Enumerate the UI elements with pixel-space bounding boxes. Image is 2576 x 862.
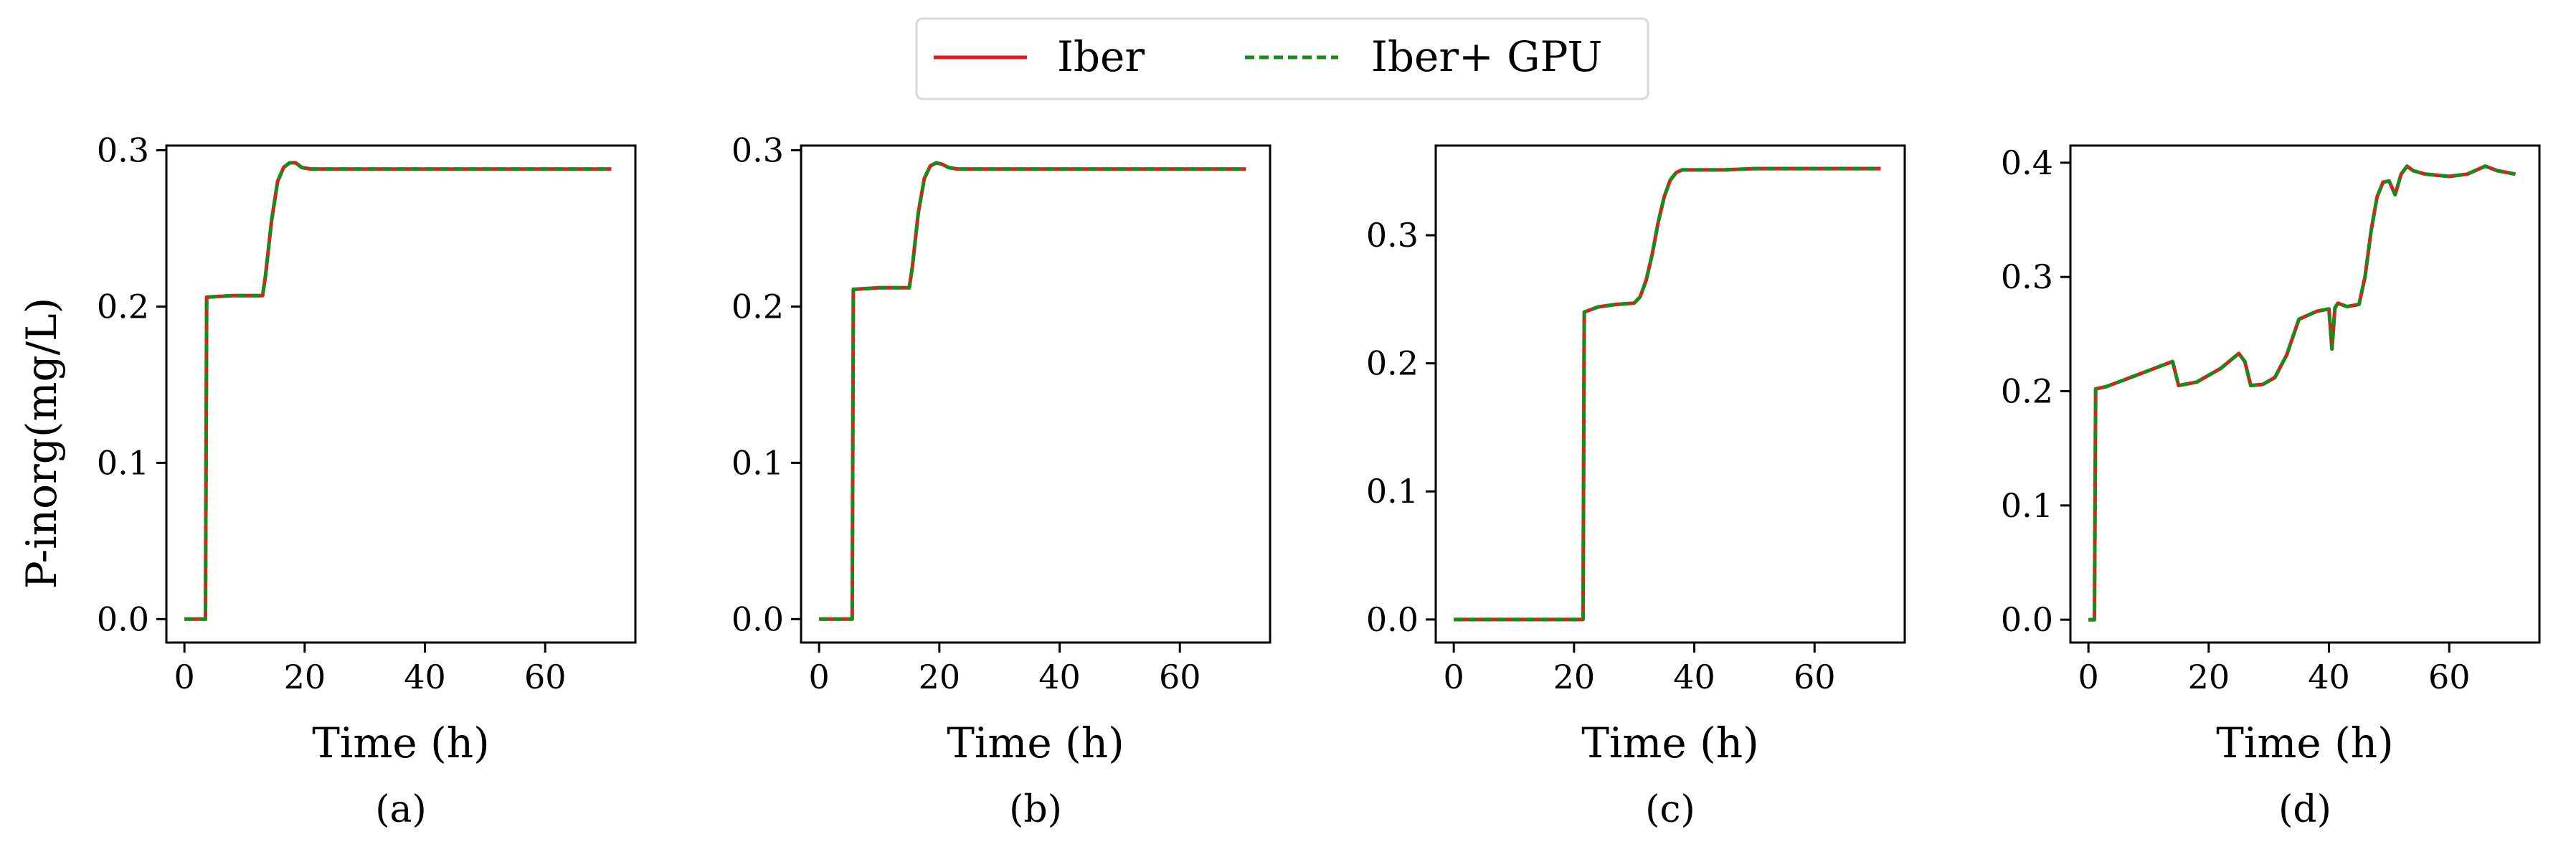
y-tick-label-d: 0.2 — [2001, 372, 2053, 411]
series-line-iber-d — [2088, 164, 2516, 622]
y-tick-label-c: 0.3 — [1366, 216, 1419, 255]
panel-a: 0 20 40 60 0.0 0.1 0.2 0.3 Time (h) (a) — [97, 131, 637, 831]
panel-caption-b: (b) — [1009, 788, 1062, 831]
axes-frame-d — [2069, 144, 2541, 644]
legend: Iber Iber+ GPU — [915, 17, 1649, 100]
panel-caption-c: (c) — [1645, 788, 1695, 831]
y-tick-label-a: 0.1 — [97, 443, 149, 482]
x-tick-label-c: 40 — [1673, 658, 1715, 696]
y-tick-label-c: 0.2 — [1366, 344, 1419, 383]
x-axis-label-b: Time (h) — [947, 719, 1124, 767]
x-tick-label-b: 20 — [919, 658, 961, 696]
x-tick-label-c: 0 — [1444, 658, 1464, 696]
series-line-iber-gpu-a — [184, 161, 612, 621]
series-line-iber-b — [819, 161, 1246, 621]
panel-c: 0 20 40 60 0.0 0.1 0.2 0.3 Time (h) (c) — [1366, 144, 1906, 831]
x-tick-label-d: 0 — [2078, 658, 2099, 696]
x-tick-label-a: 60 — [524, 658, 567, 696]
x-tick-label-c: 20 — [1553, 658, 1596, 696]
x-tick-label-d: 60 — [2428, 658, 2471, 696]
y-tick-label-a: 0.0 — [97, 600, 149, 638]
x-tick-label-a: 40 — [404, 658, 446, 696]
y-tick-label-b: 0.0 — [731, 600, 784, 638]
x-tick-label-d: 40 — [2308, 658, 2350, 696]
series-line-iber-gpu-b — [819, 161, 1246, 621]
x-tick-label-c: 60 — [1794, 658, 1836, 696]
x-axis-label-d: Time (h) — [2216, 719, 2394, 767]
y-tick-label-c: 0.0 — [1366, 600, 1419, 639]
legend-label-iber: Iber — [1057, 32, 1145, 81]
series-line-iber-gpu-c — [1454, 166, 1881, 622]
panel-caption-a: (a) — [375, 788, 427, 831]
series-line-iber-gpu-d — [2088, 164, 2516, 622]
y-tick-label-c: 0.1 — [1366, 472, 1419, 511]
y-tick-label-d: 0.4 — [2001, 143, 2053, 182]
y-tick-label-b: 0.2 — [731, 287, 784, 326]
y-tick-label-b: 0.3 — [731, 131, 784, 170]
x-tick-label-b: 40 — [1038, 658, 1081, 696]
y-tick-label-a: 0.2 — [97, 287, 149, 326]
y-tick-label-b: 0.1 — [731, 443, 784, 482]
y-tick-label-d: 0.0 — [2001, 600, 2053, 639]
series-line-iber-c — [1454, 166, 1881, 622]
x-tick-label-b: 60 — [1159, 658, 1201, 696]
x-axis-label-a: Time (h) — [312, 719, 490, 767]
panel-caption-d: (d) — [2278, 788, 2331, 831]
y-tick-label-d: 0.3 — [2001, 257, 2053, 296]
y-tick-label-a: 0.3 — [97, 131, 149, 170]
x-tick-label-a: 20 — [284, 658, 326, 696]
x-tick-label-d: 20 — [2188, 658, 2230, 696]
y-tick-label-d: 0.1 — [2001, 486, 2053, 525]
x-axis-label-c: Time (h) — [1581, 719, 1759, 767]
axes-frame-a — [165, 144, 637, 644]
x-tick-label-a: 0 — [174, 658, 195, 696]
legend-label-iber-gpu: Iber+ GPU — [1371, 32, 1602, 81]
axes-frame-b — [800, 144, 1272, 644]
panel-b: 0 20 40 60 0.0 0.1 0.2 0.3 Time (h) (b) — [731, 131, 1272, 831]
x-tick-label-b: 0 — [809, 658, 830, 696]
y-axis-label: P-inorg(mg/L) — [17, 298, 66, 589]
series-line-iber-a — [184, 161, 612, 621]
panel-d: 0 20 40 60 0.0 0.1 0.2 0.3 0.4 Time (h) (d) — [2001, 143, 2541, 831]
axes-frame-c — [1434, 144, 1906, 644]
